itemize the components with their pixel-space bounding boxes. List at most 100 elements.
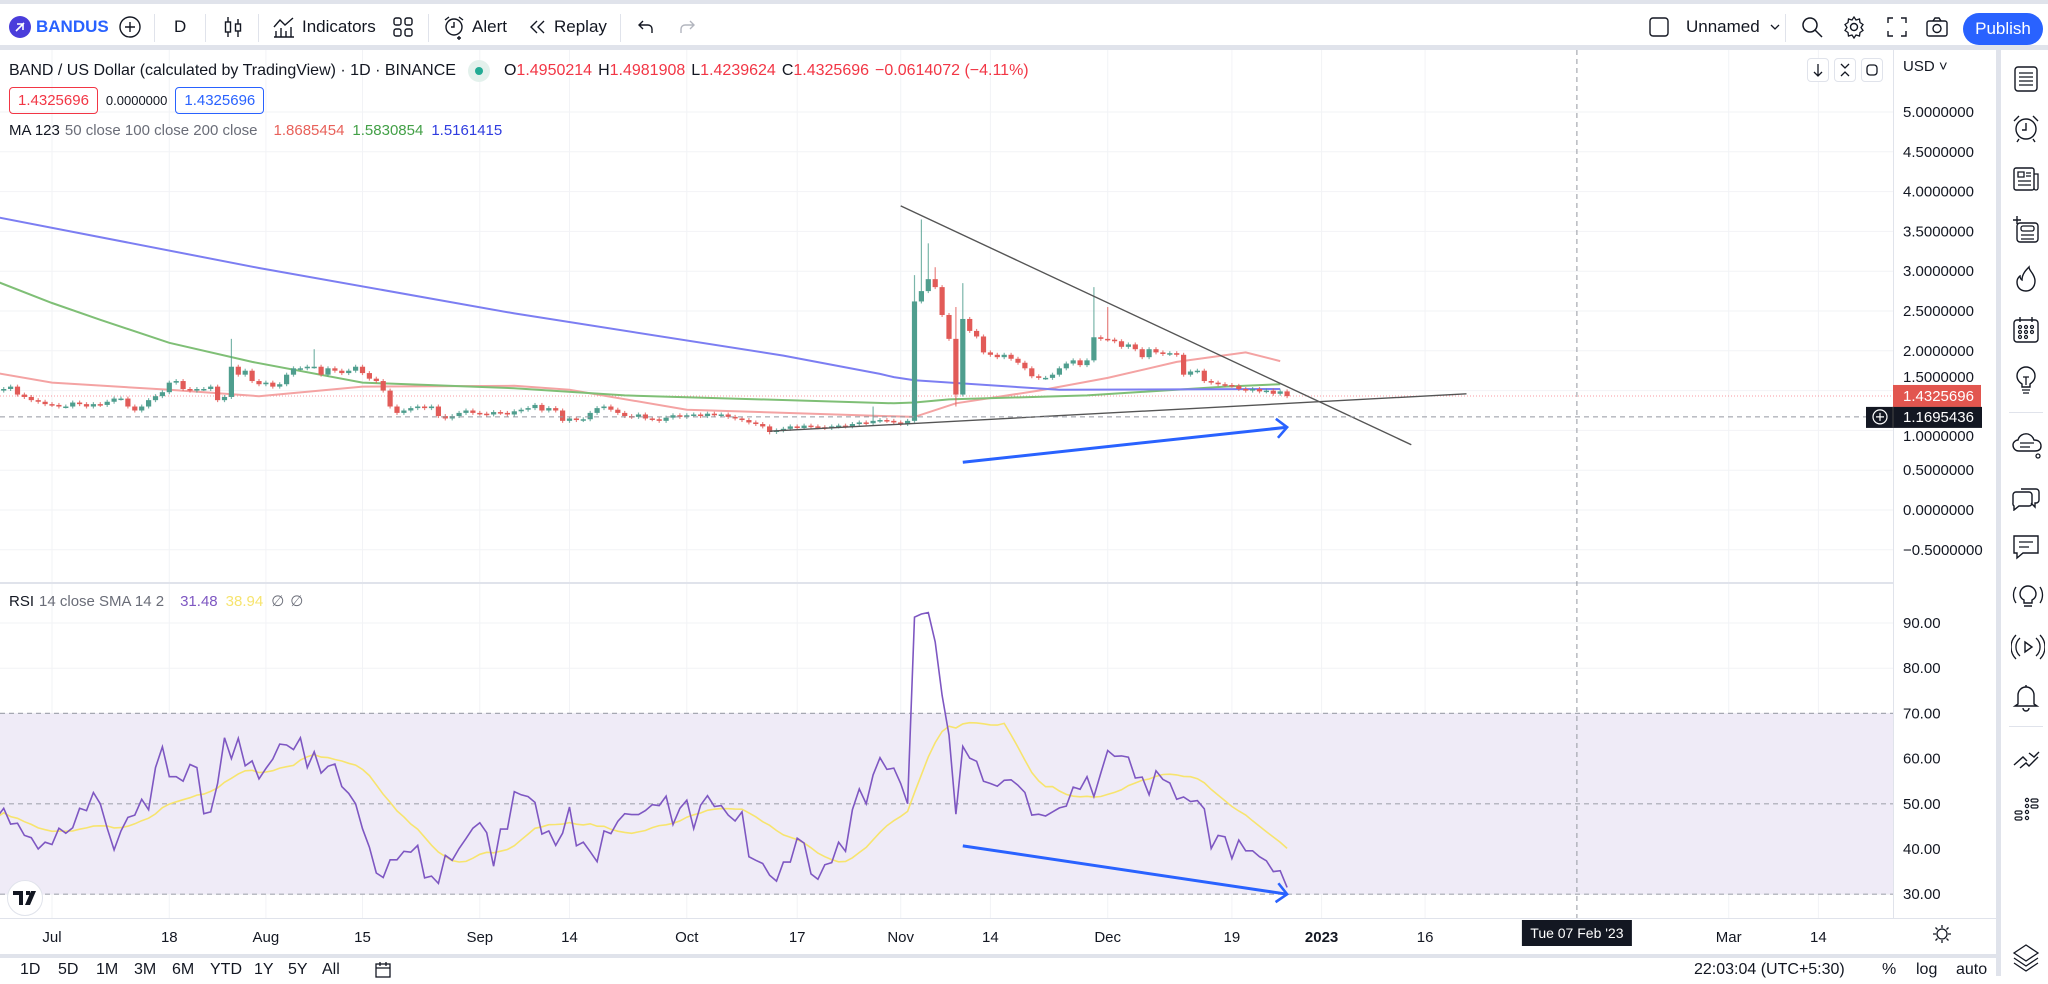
candle[interactable]	[1056, 366, 1062, 377]
candle[interactable]	[491, 410, 497, 417]
candle[interactable]	[677, 413, 683, 419]
notifications-button[interactable]	[2011, 682, 2041, 712]
trendline-drawing[interactable]	[769, 393, 1467, 432]
candle[interactable]	[270, 380, 276, 389]
candle[interactable]	[746, 418, 752, 425]
candle[interactable]	[42, 399, 48, 407]
candle[interactable]	[953, 307, 959, 407]
candle[interactable]	[974, 328, 980, 339]
candle[interactable]	[1001, 352, 1007, 360]
candle[interactable]	[8, 384, 14, 391]
candle[interactable]	[980, 334, 987, 355]
currency-dropdown[interactable]: USD ˅	[1903, 58, 1948, 75]
sell-button[interactable]: 1.4325696	[9, 87, 98, 114]
move-pane-down-button[interactable]	[1807, 58, 1829, 82]
candle[interactable]	[1043, 375, 1049, 380]
ma100-line[interactable]	[0, 281, 1281, 405]
candle[interactable]	[1063, 361, 1069, 371]
candle[interactable]	[111, 396, 117, 404]
candle[interactable]	[994, 352, 1000, 360]
candle[interactable]	[635, 412, 642, 419]
trading-panel-button[interactable]	[2011, 744, 2041, 774]
candle[interactable]	[884, 418, 890, 423]
candle[interactable]	[725, 412, 731, 419]
candle[interactable]	[1146, 347, 1152, 360]
range-all[interactable]: All	[322, 961, 340, 978]
candle[interactable]	[553, 406, 559, 413]
candle[interactable]	[125, 396, 131, 409]
candle[interactable]	[877, 418, 883, 423]
candle[interactable]	[1105, 307, 1111, 342]
candle[interactable]	[49, 402, 55, 407]
candle[interactable]	[146, 398, 152, 409]
clock[interactable]: 22:03:04 (UTC+5:30)	[1694, 961, 1845, 978]
candle[interactable]	[1277, 389, 1283, 396]
candle[interactable]	[484, 411, 490, 417]
candle[interactable]	[1181, 352, 1187, 377]
candle[interactable]	[525, 406, 531, 412]
indicators-button[interactable]: Indicators	[272, 4, 376, 50]
object-tree-button[interactable]	[2011, 942, 2041, 972]
candle[interactable]	[104, 399, 110, 407]
candle[interactable]	[1208, 379, 1214, 385]
candle[interactable]	[304, 364, 310, 371]
alert-button[interactable]: Alert	[442, 4, 507, 50]
candle[interactable]	[284, 372, 290, 387]
candle[interactable]	[373, 376, 379, 384]
candle[interactable]	[932, 267, 938, 290]
minds-button[interactable]	[2011, 429, 2042, 459]
range-1m[interactable]: 1M	[96, 961, 119, 978]
candle[interactable]	[1270, 388, 1276, 396]
candle[interactable]	[987, 350, 993, 357]
candle[interactable]	[670, 413, 676, 420]
candle[interactable]	[1015, 356, 1021, 365]
candle[interactable]	[187, 387, 193, 393]
ma50-line[interactable]	[0, 351, 1281, 418]
candle[interactable]	[511, 409, 517, 417]
candle[interactable]	[1187, 369, 1194, 377]
save-layout-checkbox[interactable]	[1648, 4, 1670, 50]
candle[interactable]	[1243, 387, 1249, 393]
candle[interactable]	[139, 404, 145, 413]
candle[interactable]	[470, 408, 476, 415]
candle[interactable]	[891, 418, 897, 425]
candle[interactable]	[235, 364, 241, 377]
candle[interactable]	[201, 387, 207, 391]
candle[interactable]	[1022, 360, 1028, 371]
arrow-drawing[interactable]	[962, 844, 1288, 896]
price-axis[interactable]: USD ˅	[1893, 50, 1996, 918]
candle[interactable]	[249, 368, 255, 384]
alerts-button[interactable]	[2011, 113, 2041, 143]
candle[interactable]	[380, 379, 386, 393]
candle[interactable]	[1201, 368, 1207, 384]
rsi-line[interactable]	[0, 611, 1288, 888]
candle[interactable]	[642, 412, 648, 421]
publish-button[interactable]: Publish	[1963, 13, 2043, 45]
candle[interactable]	[939, 285, 945, 317]
candle[interactable]	[587, 410, 593, 422]
dom-button[interactable]	[2011, 794, 2041, 824]
live-button[interactable]	[2010, 632, 2046, 662]
candle[interactable]	[1112, 337, 1118, 344]
candle[interactable]	[1, 387, 7, 393]
candle[interactable]	[1194, 368, 1200, 374]
candle[interactable]	[166, 380, 172, 395]
buy-button[interactable]: 1.4325696	[175, 87, 265, 114]
percent-toggle[interactable]: %	[1882, 961, 1897, 978]
candle[interactable]	[290, 366, 297, 377]
candle[interactable]	[1284, 389, 1290, 399]
search-button[interactable]	[1800, 4, 1824, 50]
candle[interactable]	[711, 411, 717, 418]
candle[interactable]	[56, 402, 62, 409]
candle[interactable]	[580, 417, 586, 423]
candle[interactable]	[566, 416, 573, 423]
candle[interactable]	[960, 283, 966, 397]
range-5y[interactable]: 5Y	[288, 961, 308, 978]
candle[interactable]	[698, 412, 704, 419]
candle[interactable]	[1256, 387, 1263, 394]
candle[interactable]	[77, 400, 83, 407]
candle[interactable]	[132, 404, 138, 413]
candle[interactable]	[346, 368, 352, 376]
watchlist-button[interactable]	[2011, 64, 2041, 94]
calendar-button[interactable]	[2011, 315, 2041, 345]
